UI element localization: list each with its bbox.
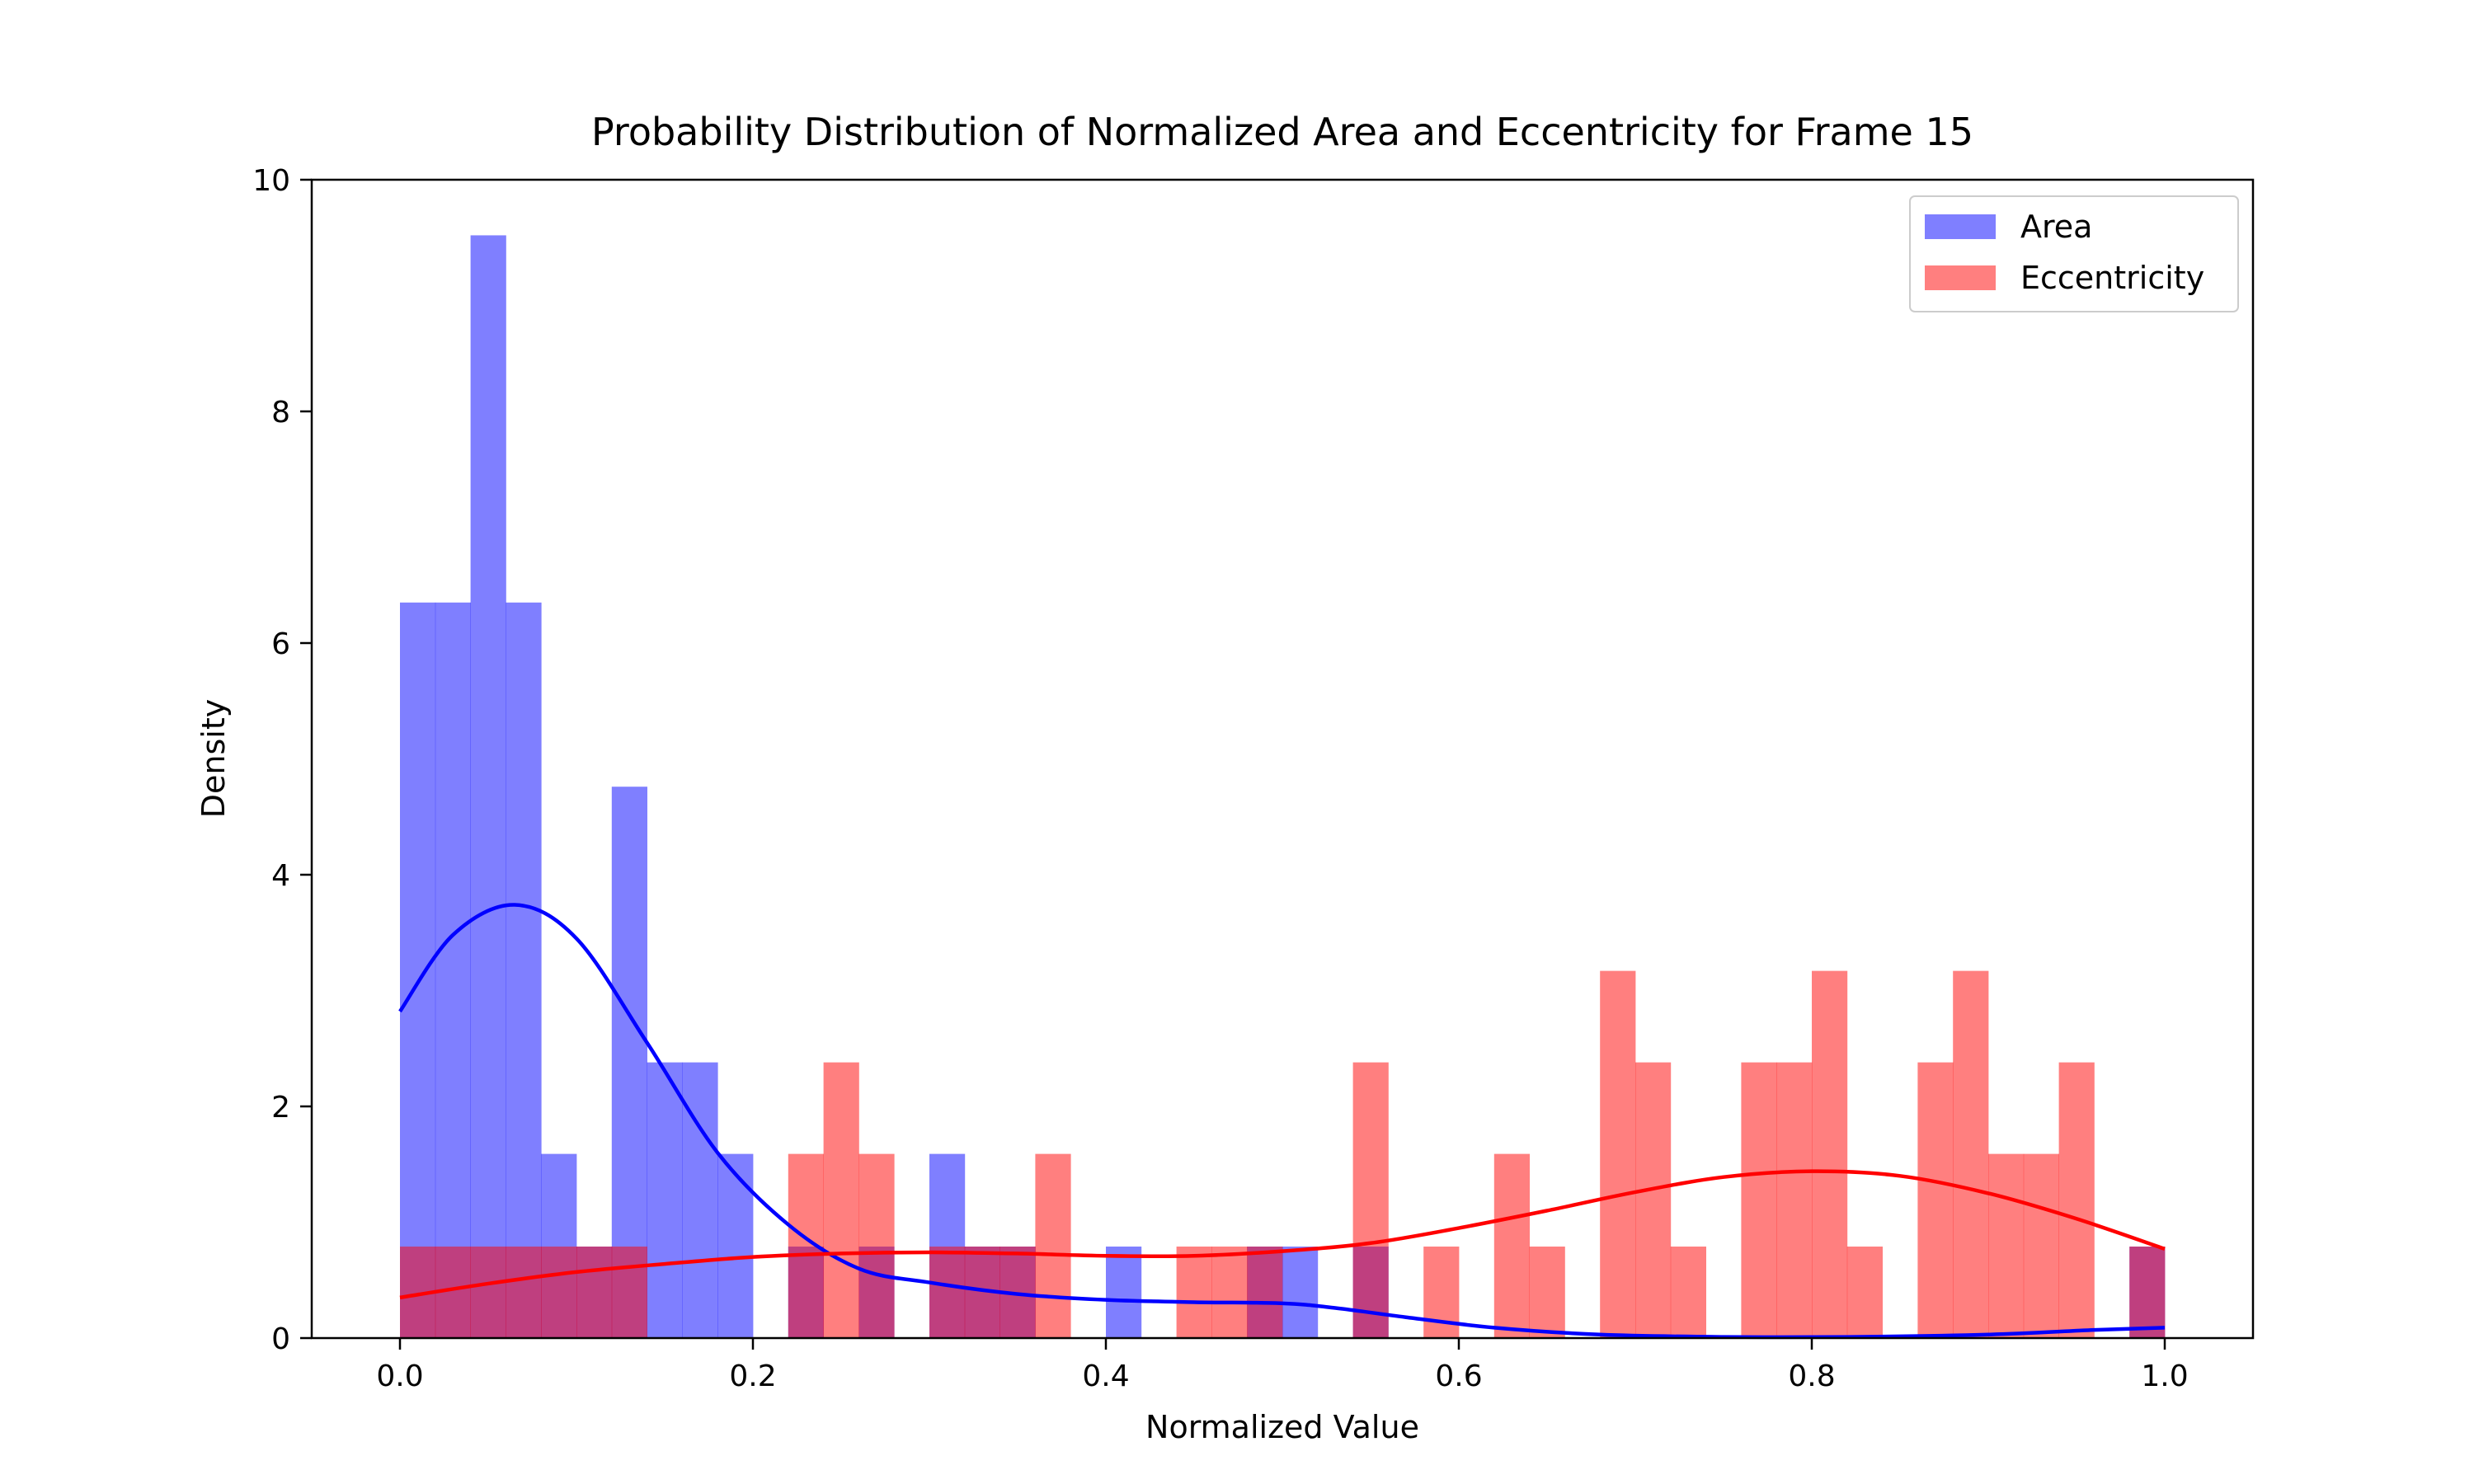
- bar-eccentricity-46: [2023, 1153, 2059, 1338]
- bar-eccentricity-6: [611, 1247, 647, 1338]
- histogram-bars: [400, 235, 2166, 1339]
- bar-eccentricity-38: [1741, 1062, 1777, 1338]
- bar-area-3: [506, 602, 542, 1338]
- x-axis-label: Normalized Value: [1145, 1409, 1419, 1445]
- x-tick-label-2: 0.4: [1082, 1360, 1129, 1393]
- bar-area-8: [682, 1062, 718, 1338]
- bar-eccentricity-24: [1247, 1247, 1283, 1338]
- bar-eccentricity-3: [506, 1247, 542, 1338]
- bar-area-6: [611, 787, 647, 1338]
- legend-label-eccentricity: Eccentricity: [2020, 260, 2204, 296]
- bar-eccentricity-15: [929, 1247, 966, 1338]
- legend: Area Eccentricity: [1909, 195, 2239, 312]
- bar-eccentricity-41: [1846, 1247, 1883, 1338]
- y-tick-label-2: 4: [271, 859, 290, 893]
- bar-eccentricity-22: [1176, 1247, 1212, 1338]
- legend-swatch-eccentricity: [1925, 265, 1996, 290]
- x-tick-label-3: 0.6: [1435, 1360, 1482, 1393]
- y-tick-label-1: 2: [271, 1091, 290, 1125]
- y-tick-label-3: 6: [271, 627, 290, 661]
- bar-eccentricity-5: [576, 1247, 613, 1338]
- y-axis: 0 2 4 6 8 10: [252, 164, 312, 1356]
- x-axis: 0.0 0.2 0.4 0.6 0.8 1.0: [376, 1338, 2189, 1393]
- bar-eccentricity-34: [1600, 970, 1636, 1338]
- bar-area-25: [1282, 1247, 1319, 1338]
- bar-eccentricity-40: [1812, 970, 1848, 1338]
- y-tick-label-0: 0: [271, 1322, 290, 1356]
- bar-area-20: [1106, 1247, 1142, 1338]
- bar-eccentricity-32: [1529, 1247, 1565, 1338]
- bar-eccentricity-12: [823, 1062, 859, 1338]
- x-tick-label-5: 1.0: [2141, 1360, 2188, 1393]
- y-tick-label-4: 8: [271, 396, 290, 430]
- bar-eccentricity-27: [1352, 1062, 1389, 1338]
- bar-eccentricity-35: [1635, 1062, 1672, 1338]
- legend-swatch-area: [1925, 214, 1996, 239]
- x-tick-label-0: 0.0: [376, 1360, 423, 1393]
- bar-eccentricity-31: [1493, 1153, 1530, 1338]
- x-tick-label-1: 0.2: [729, 1360, 776, 1393]
- bar-eccentricity-36: [1670, 1247, 1706, 1338]
- bar-area-9: [717, 1153, 754, 1338]
- bar-eccentricity-49: [2129, 1247, 2166, 1338]
- bar-eccentricity-47: [2058, 1062, 2095, 1338]
- bar-eccentricity-4: [541, 1247, 577, 1338]
- plot-frame: [310, 178, 2255, 1340]
- bar-eccentricity-23: [1211, 1247, 1248, 1338]
- bar-eccentricity-44: [1953, 970, 1989, 1338]
- bar-eccentricity-45: [1988, 1153, 2025, 1338]
- kde-line-eccentricity: [399, 1169, 2166, 1300]
- bar-area-7: [647, 1062, 683, 1338]
- bar-area-0: [400, 602, 436, 1338]
- y-axis-label: Density: [195, 699, 232, 818]
- bar-area-1: [435, 602, 471, 1338]
- bar-eccentricity-13: [858, 1153, 895, 1338]
- chart-title: Probability Distribution of Normalized A…: [591, 110, 1973, 154]
- y-tick-label-5: 10: [252, 164, 290, 198]
- bar-eccentricity-39: [1776, 1062, 1813, 1338]
- legend-label-area: Area: [2020, 209, 2092, 245]
- x-tick-label-4: 0.8: [1788, 1360, 1835, 1393]
- bar-eccentricity-43: [1917, 1062, 1954, 1338]
- bar-eccentricity-18: [1035, 1153, 1071, 1338]
- bar-area-2: [470, 235, 506, 1339]
- bar-eccentricity-2: [470, 1247, 506, 1338]
